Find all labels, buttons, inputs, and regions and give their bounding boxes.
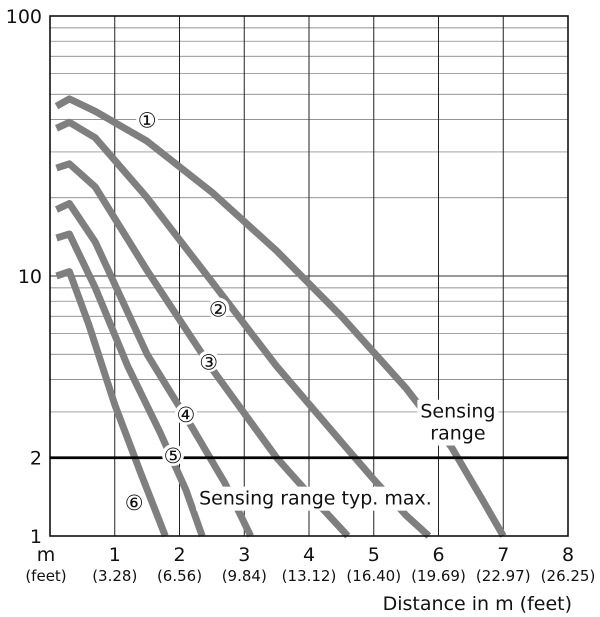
series-marker-label: ③ <box>199 350 218 374</box>
x-tick-label: 1 <box>109 544 121 566</box>
x-tick-label: 4 <box>303 544 315 566</box>
annotation-background <box>196 486 435 511</box>
series-line <box>55 230 206 538</box>
series-marker-background <box>162 443 185 466</box>
y-tick-label: 2 <box>30 448 42 470</box>
y-tick-label: 100 <box>6 6 42 28</box>
x-tick-feet-label: (26.25) <box>541 567 596 585</box>
chart-labels: 1210100m(feet)1(3.28)2(6.56)3(9.84)4(13.… <box>6 6 596 615</box>
y-tick-label: 1 <box>30 526 42 548</box>
x-tick-feet-label: (3.28) <box>92 567 137 585</box>
x-tick-label: 7 <box>497 544 509 566</box>
annotation-background <box>417 399 499 424</box>
series-marker-background <box>136 108 159 131</box>
series-marker-background <box>207 297 230 320</box>
x-unit-label: m <box>37 544 56 566</box>
x-tick-label: 8 <box>562 544 574 566</box>
series-marker-background <box>197 350 220 373</box>
x-tick-feet-label: (22.97) <box>476 567 531 585</box>
x-tick-feet-label: (16.40) <box>346 567 401 585</box>
x-axis-label: Distance in m (feet) <box>383 593 572 615</box>
series-marker-label: ⑥ <box>125 491 144 515</box>
series-line <box>55 268 169 538</box>
series-marker-label: ④ <box>177 403 196 427</box>
x-tick-feet-label: (9.84) <box>222 567 267 585</box>
x-tick-feet-label: (13.12) <box>282 567 337 585</box>
series-marker-background <box>123 491 146 514</box>
annotation-label: Sensing <box>420 401 495 423</box>
series-marker-label: ② <box>209 297 228 321</box>
x-secondary-unit-label: (feet) <box>25 567 66 585</box>
plot-frame <box>49 15 569 537</box>
annotation-label: range <box>430 423 485 445</box>
x-tick-label: 3 <box>238 544 250 566</box>
x-tick-label: 2 <box>173 544 185 566</box>
series-line <box>54 95 507 538</box>
series-marker-background <box>174 402 197 425</box>
series-marker-label: ① <box>138 108 157 132</box>
annotation-background <box>427 421 489 446</box>
x-tick-label: 6 <box>432 544 444 566</box>
x-tick-label: 5 <box>368 544 380 566</box>
x-tick-feet-label: (6.56) <box>157 567 202 585</box>
series-line <box>55 200 254 538</box>
x-tick-feet-label: (19.69) <box>411 567 466 585</box>
chart-axes <box>49 15 569 537</box>
y-tick-label: 10 <box>18 266 42 288</box>
series-marker-label: ⑤ <box>164 444 183 468</box>
annotation-label: Sensing range typ. max. <box>199 488 432 510</box>
chart-series-group <box>54 95 507 539</box>
